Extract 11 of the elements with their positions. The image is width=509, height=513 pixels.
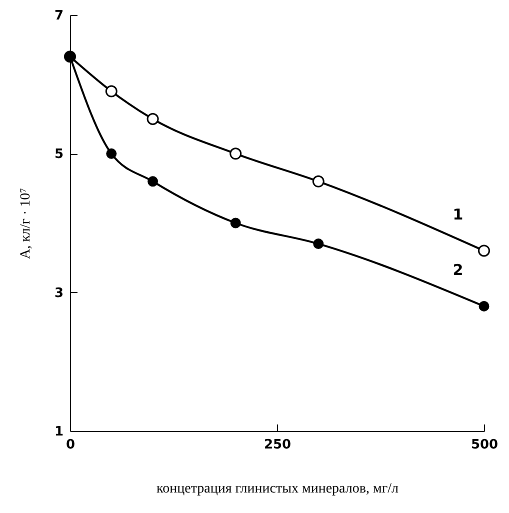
y-tick-label: 3 [54,286,64,301]
y-tick-label: 7 [54,8,64,24]
x-tick-label: 0 [66,438,76,452]
x-tick-label: 500 [470,438,498,452]
series-label: 1 [452,206,464,224]
y-tick-label: 5 [54,147,64,162]
series-label: 2 [452,261,464,280]
y-axis-title: А, кл/г · 10⁷ [18,188,34,260]
x-axis-title: концетрация глинистых минералов, мг/л [156,482,398,496]
x-tick-label: 250 [264,438,292,452]
y-tick-label: 1 [54,424,64,440]
